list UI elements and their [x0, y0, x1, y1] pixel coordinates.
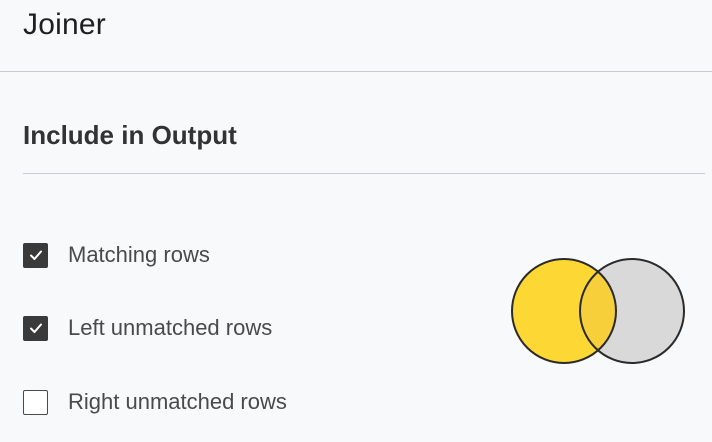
section-divider: [23, 173, 705, 174]
left-unmatched-rows-option[interactable]: Left unmatched rows: [23, 313, 272, 343]
panel-header: Joiner: [0, 0, 712, 72]
venn-right-outline: [579, 258, 685, 364]
matching-rows-option[interactable]: Matching rows: [23, 240, 210, 270]
left-unmatched-rows-checkbox[interactable]: [23, 315, 48, 341]
check-icon: [29, 323, 42, 333]
venn-overlap: [580, 259, 616, 363]
panel-title: Joiner: [23, 8, 106, 41]
left-unmatched-rows-label: Left unmatched rows: [68, 315, 273, 340]
join-venn-diagram: [511, 258, 685, 364]
check-icon: [29, 250, 42, 260]
right-unmatched-rows-label: Right unmatched rows: [68, 389, 287, 414]
right-unmatched-rows-option[interactable]: Right unmatched rows: [23, 387, 287, 417]
right-unmatched-rows-checkbox[interactable]: [23, 389, 48, 415]
section-title: Include in Output: [23, 120, 237, 150]
venn-left-outline: [511, 258, 617, 364]
matching-rows-checkbox[interactable]: [23, 242, 48, 268]
matching-rows-label: Matching rows: [68, 242, 210, 267]
